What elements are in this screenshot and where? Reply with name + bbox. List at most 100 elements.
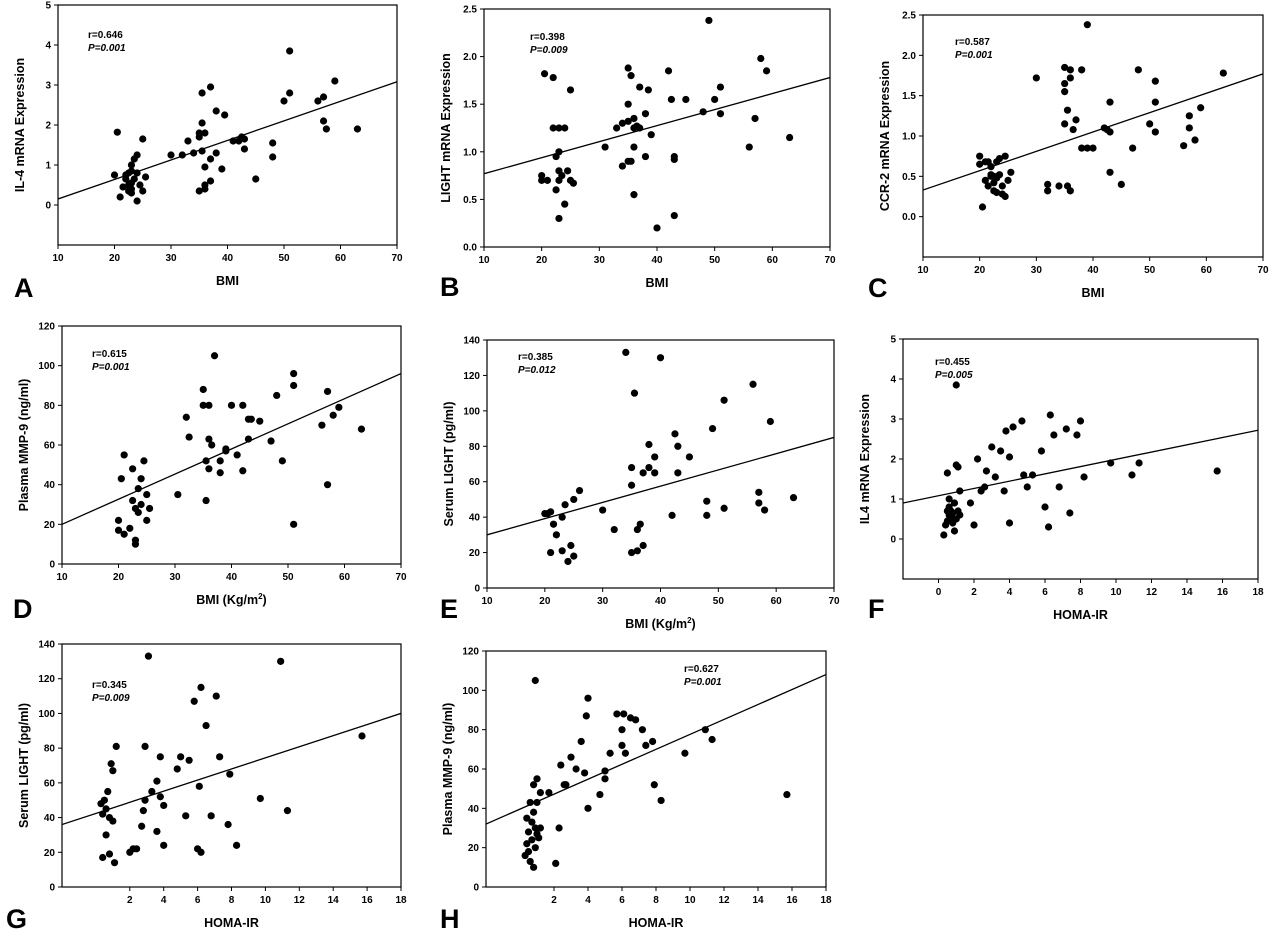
data-point — [190, 149, 198, 157]
data-point — [173, 765, 181, 773]
data-point — [139, 135, 147, 143]
x-tick-label: 8 — [653, 895, 659, 906]
data-point — [627, 481, 636, 489]
data-point — [153, 827, 161, 836]
data-point — [570, 495, 578, 504]
data-point — [531, 824, 539, 832]
data-point — [988, 443, 996, 451]
data-point — [610, 525, 618, 534]
data-point — [202, 457, 210, 465]
data-point — [153, 777, 161, 785]
panel-label: D — [13, 594, 33, 624]
data-point — [536, 789, 545, 797]
y-tick-label: 1.0 — [463, 147, 477, 158]
data-point — [1180, 142, 1188, 150]
data-point — [201, 181, 209, 189]
panel-label: B — [440, 272, 460, 302]
data-point — [531, 844, 539, 852]
x-tick-label: 40 — [222, 253, 234, 264]
data-point — [100, 796, 108, 804]
data-point — [1004, 176, 1012, 184]
x-tick-label: 30 — [1031, 265, 1043, 276]
correlation-r: r=0.385 — [518, 352, 553, 363]
data-point — [618, 119, 627, 127]
data-point — [526, 798, 534, 807]
x-tick-label: 10 — [478, 255, 490, 266]
x-tick-label: 10 — [1110, 587, 1122, 598]
x-tick-label: 50 — [709, 255, 721, 266]
data-point — [1005, 519, 1014, 527]
x-axis-label: BMI — [216, 274, 239, 288]
data-point — [318, 421, 326, 429]
data-point — [599, 506, 607, 514]
data-point — [144, 652, 153, 660]
regression-line — [486, 674, 826, 825]
x-tick-label: 70 — [395, 572, 407, 583]
x-axis-label: BMI — [1082, 286, 1105, 300]
data-point — [210, 352, 219, 360]
data-point — [667, 95, 676, 104]
data-point — [633, 525, 641, 534]
data-point — [745, 143, 753, 151]
data-point — [630, 143, 638, 151]
y-tick-label: 4 — [890, 375, 896, 386]
x-tick-label: 50 — [713, 596, 725, 607]
x-tick-label: 30 — [597, 596, 609, 607]
x-tick-label: 6 — [619, 895, 625, 906]
data-point — [997, 447, 1005, 455]
data-point — [116, 193, 124, 201]
data-point — [670, 211, 678, 220]
x-tick-label: 10 — [56, 572, 68, 583]
data-point — [185, 756, 193, 764]
data-point — [1135, 459, 1143, 467]
data-point — [127, 185, 136, 193]
scatter-panel-a: 10 20 30 40 50 60 70 0 1 2 3 4 5 BMI IL-4 mRNA Express… — [13, 1, 403, 304]
data-point — [671, 430, 679, 438]
x-tick-label: 16 — [1217, 587, 1229, 598]
y-tick-label: 40 — [469, 513, 481, 524]
data-point — [199, 401, 207, 409]
data-point — [940, 531, 948, 539]
data-point — [107, 760, 115, 768]
data-point — [564, 557, 572, 566]
data-point — [545, 789, 553, 797]
data-point — [624, 100, 632, 108]
data-point — [558, 547, 566, 555]
y-tick-label: 4 — [45, 41, 51, 52]
x-tick-label: 40 — [655, 596, 667, 607]
data-point — [1213, 467, 1221, 475]
y-tick-label: 140 — [38, 640, 55, 651]
y-axis-label: Serum LIGHT (pg/ml) — [442, 402, 456, 527]
data-point — [1078, 66, 1086, 74]
data-point — [596, 790, 604, 799]
x-tick-label: 70 — [824, 255, 836, 266]
data-point — [110, 859, 119, 867]
data-point — [140, 457, 148, 465]
data-point — [749, 380, 757, 388]
data-point — [99, 810, 107, 818]
data-point — [212, 149, 220, 157]
data-point — [708, 424, 717, 433]
correlation-r: r=0.587 — [955, 37, 990, 48]
data-point — [1134, 66, 1142, 74]
data-point — [323, 481, 332, 489]
x-axis-label: HOMA-IR — [204, 916, 259, 930]
data-point — [569, 179, 577, 187]
x-tick-label: 4 — [1007, 587, 1013, 598]
y-tick-label: 2.5 — [463, 5, 477, 16]
data-point — [216, 753, 224, 761]
y-axis-label: Plasma MMP-9 (ng/ml) — [17, 379, 31, 512]
data-point — [190, 697, 198, 705]
data-point — [197, 848, 205, 856]
data-point — [252, 175, 260, 183]
data-point — [102, 805, 110, 813]
x-tick-label: 12 — [718, 895, 730, 906]
data-point — [314, 97, 322, 105]
data-point — [624, 117, 632, 125]
data-point — [976, 152, 984, 160]
data-point — [185, 433, 193, 441]
data-point — [1083, 21, 1091, 29]
data-point — [547, 548, 555, 557]
data-point — [1069, 125, 1077, 134]
data-point — [622, 348, 630, 356]
